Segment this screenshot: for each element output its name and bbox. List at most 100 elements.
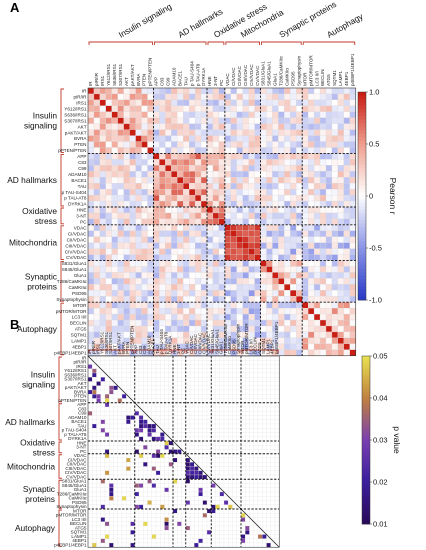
heatmap-cell (159, 141, 166, 148)
heatmap-cell (215, 411, 220, 416)
heatmap-cell (337, 153, 344, 160)
heatmap-cell (313, 135, 321, 142)
heatmap-cell (185, 462, 191, 467)
heatmap-cell (135, 129, 142, 136)
heatmap-cell (96, 402, 101, 408)
heatmap-cell (236, 165, 243, 172)
heatmap-cell (105, 111, 112, 118)
heatmap-cell (219, 445, 225, 450)
heatmap-cell (121, 487, 127, 493)
heatmap-cell (143, 525, 148, 531)
heatmap-cell (212, 308, 220, 315)
heatmap-cell (274, 513, 280, 518)
heatmap-cell (181, 360, 186, 365)
colorbar-segment (362, 403, 370, 407)
heatmap-cell (331, 278, 339, 285)
heatmap-cell (272, 313, 279, 321)
heatmap-cell (109, 474, 114, 480)
heatmap-cell (224, 93, 231, 101)
heatmap-cell (177, 525, 182, 531)
heatmap-cell (257, 487, 263, 493)
heatmap-cell (93, 177, 101, 184)
heatmap-cell (266, 117, 273, 124)
heatmap-cell (159, 284, 166, 291)
heatmap-cell (177, 206, 184, 214)
heatmap-cell (248, 218, 255, 225)
heatmap-cell (189, 419, 195, 425)
heatmap-cell (143, 538, 148, 544)
heatmap-cell (151, 428, 157, 433)
heatmap-cell (172, 500, 178, 505)
heatmap-cell (123, 87, 130, 95)
row-tick-label: C99 (78, 411, 87, 416)
heatmap-cell (99, 266, 106, 273)
heatmap-cell (153, 200, 160, 208)
heatmap-cell (302, 343, 309, 350)
heatmap-cell (117, 212, 124, 220)
heatmap-cell (266, 153, 273, 160)
heatmap-cell (349, 129, 356, 136)
heatmap-cell (104, 406, 110, 412)
heatmap-cell (185, 389, 191, 395)
heatmap-cell (177, 129, 184, 136)
row-tick-label: p TAU-S404 (62, 428, 87, 433)
heatmap-cell (242, 278, 249, 285)
heatmap-cell (218, 296, 225, 303)
row-tick-label: VDAC (74, 225, 87, 230)
heatmap-cell (308, 284, 315, 291)
row-tick-label: C83 (78, 160, 87, 165)
group-bracket-left (58, 441, 62, 454)
heatmap-cell (319, 200, 327, 208)
heatmap-cell (171, 308, 178, 315)
heatmap-cell (343, 308, 350, 315)
heatmap-cell (194, 230, 202, 237)
heatmap-cell (99, 200, 106, 208)
heatmap-cell (308, 325, 315, 333)
heatmap-cell (313, 254, 321, 261)
heatmap-cell (177, 483, 182, 488)
heatmap-cell (177, 278, 184, 285)
heatmap-cell (147, 200, 154, 208)
heatmap-cell (92, 436, 97, 442)
heatmap-cell (87, 189, 95, 196)
heatmap-cell (147, 487, 152, 493)
heatmap-cell (349, 313, 356, 321)
heatmap-cell (272, 123, 279, 130)
heatmap-cell (274, 419, 280, 425)
heatmap-cell (111, 319, 118, 327)
heatmap-cell (130, 470, 135, 476)
heatmap-cell (248, 153, 255, 160)
column-tick-label: CIII/VDAC (197, 332, 202, 354)
heatmap-cell (135, 254, 142, 261)
heatmap-cell (313, 218, 321, 225)
heatmap-cell (143, 398, 148, 403)
heatmap-cell (331, 153, 339, 160)
heatmap-cell (343, 224, 350, 231)
heatmap-cell (151, 508, 157, 514)
row-tick-label: ATG5 (75, 525, 87, 530)
heatmap-cell (100, 466, 106, 471)
heatmap-cell (121, 457, 127, 463)
heatmap-cell (177, 141, 184, 148)
heatmap-cell (135, 272, 142, 279)
heatmap-cell (331, 272, 339, 279)
heatmap-cell (138, 449, 144, 454)
heatmap-cell (266, 496, 271, 501)
heatmap-cell (262, 355, 267, 361)
column-tick-label: pAKT/AKT (117, 332, 122, 354)
heatmap-cell (113, 385, 118, 391)
heatmap-cell (177, 423, 182, 429)
heatmap-cell (206, 171, 214, 178)
heatmap-cell (87, 183, 95, 190)
heatmap-cell (211, 428, 216, 433)
heatmap-cell (349, 200, 356, 208)
heatmap-cell (211, 462, 216, 467)
heatmap-cell (232, 517, 237, 522)
heatmap-cell (141, 194, 148, 202)
heatmap-cell (308, 189, 315, 196)
heatmap-cell (260, 278, 267, 285)
heatmap-cell (296, 337, 303, 344)
heatmap-cell (266, 236, 273, 243)
heatmap-cell (290, 313, 297, 321)
heatmap-cell (219, 423, 225, 429)
